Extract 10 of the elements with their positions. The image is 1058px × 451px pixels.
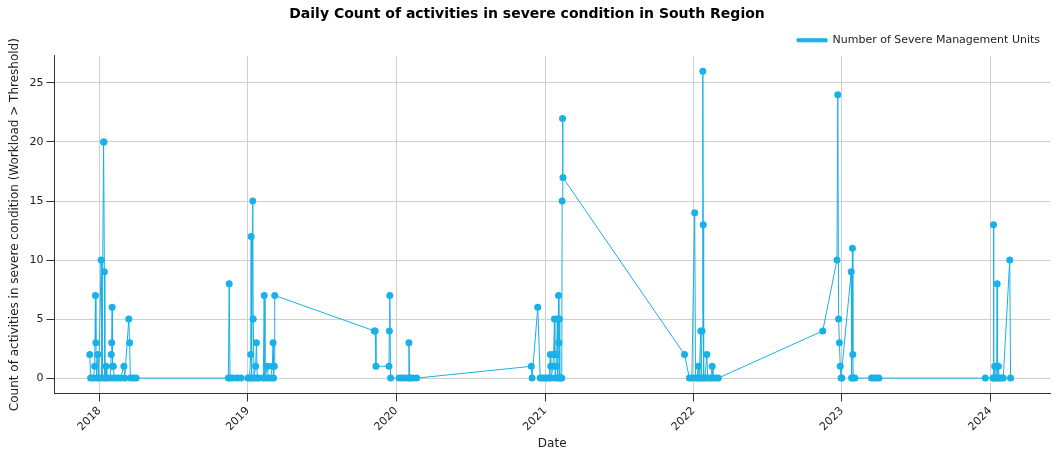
chart-title: Daily Count of activities in severe condition in South Region	[289, 5, 765, 22]
legend-label: Number of Severe Management Units	[832, 33, 1041, 47]
y-tick-label: 25	[29, 75, 44, 89]
y-axis-title: Count of activities in severe condition (Workload > Threshold)	[7, 38, 22, 412]
y-tick-label: 15	[29, 193, 44, 207]
y-tick-label: 0	[36, 370, 44, 384]
x-axis-title: Date	[537, 435, 567, 450]
y-tick-label: 5	[36, 311, 44, 325]
y-tick-label: 20	[29, 134, 44, 148]
y-tick-label: 10	[29, 252, 44, 266]
